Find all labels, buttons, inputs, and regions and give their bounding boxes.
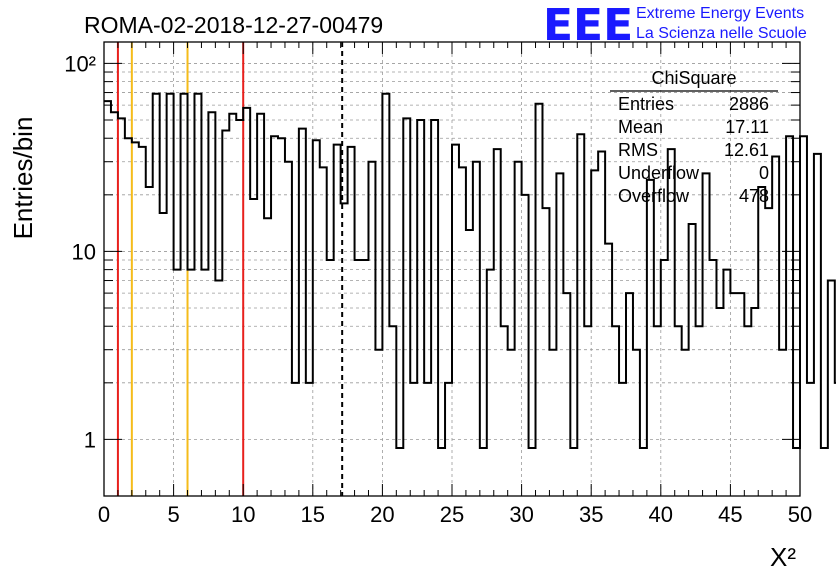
stats-label: Overflow	[618, 186, 690, 206]
x-tick-label: 0	[98, 502, 110, 527]
logo-mark: EEE	[543, 0, 633, 51]
stats-rows: Entries 2886 Mean 17.11 RMS 12.61 Underflow 0 Ov…	[618, 94, 769, 206]
histogram-outline	[104, 92, 836, 450]
y-tick-label: 10²	[64, 51, 96, 76]
y-axis-label: Entries/bin	[8, 117, 38, 240]
stats-value: 478	[739, 186, 769, 206]
logo-line2: La Scienza nelle Scuole	[636, 25, 807, 42]
x-tick-label: 30	[509, 502, 533, 527]
x-tick-label: 25	[440, 502, 464, 527]
eee-logo: EEE Extreme Energy Events La Scienza nel…	[543, 0, 807, 51]
logo-line1: Extreme Energy Events	[636, 5, 804, 22]
x-tick-label: 40	[649, 502, 673, 527]
x-axis-label: X²	[770, 542, 796, 572]
x-tick-label: 10	[231, 502, 255, 527]
y-tick-label: 10	[72, 239, 96, 264]
x-tick-label: 20	[370, 502, 394, 527]
y-tick-label: 1	[84, 427, 96, 452]
x-tick-label: 5	[167, 502, 179, 527]
stats-value: 0	[759, 163, 769, 183]
stats-label: RMS	[618, 140, 658, 160]
x-tick-label: 35	[579, 502, 603, 527]
stats-box: ChiSquare Entries 2886 Mean 17.11 RMS 12.61 Un…	[610, 68, 778, 206]
histogram	[104, 92, 836, 450]
stats-label: Mean	[618, 117, 663, 137]
x-tick-label: 45	[718, 502, 742, 527]
chart-title: ROMA-02-2018-12-27-00479	[84, 12, 383, 38]
x-tick-label: 15	[301, 502, 325, 527]
stats-value: 17.11	[725, 117, 769, 137]
axis-ticks: 0 5 10 15 20 25 30 35 40 45 50 1 10 10²	[64, 42, 812, 527]
stats-value: 2886	[729, 94, 769, 114]
stats-title: ChiSquare	[651, 68, 736, 88]
x-tick-label: 50	[788, 502, 812, 527]
stats-label: Underflow	[618, 163, 700, 183]
stats-value: 12.61	[724, 140, 769, 160]
reference-lines	[116, 42, 344, 496]
stats-label: Entries	[618, 94, 674, 114]
